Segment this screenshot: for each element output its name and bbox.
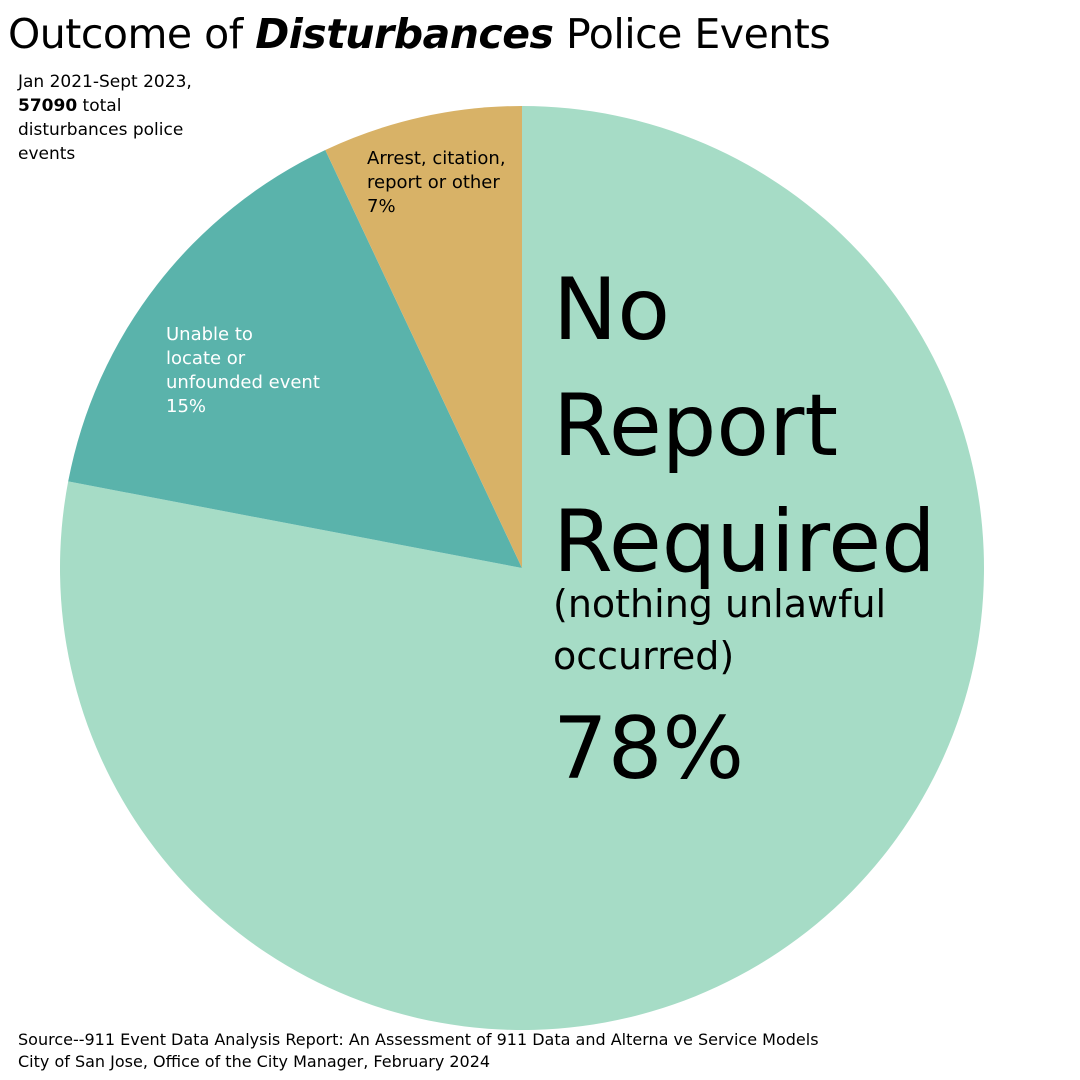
title-emphasis: Disturbances: [255, 10, 554, 58]
slice-1-label-line-3: Required: [553, 492, 936, 592]
slice-1-note-line-2: occurred): [553, 634, 734, 678]
source-line-1: Source--911 Event Data Analysis Report: …: [18, 1030, 819, 1049]
pie-slice-1: [59, 106, 984, 1030]
subtitle-total-suffix: total disturbances police events: [18, 96, 184, 164]
title-prefix: Outcome of: [8, 10, 256, 58]
slice-3-label-line-1: Arrest, citation,: [367, 148, 506, 169]
slice-3-percent-label: 7%: [367, 196, 396, 217]
slice-3-label-line-2: report or other: [367, 172, 500, 193]
slice-2-percent-label: 15%: [166, 396, 206, 417]
pie-slice-3: [325, 106, 522, 568]
chart-title: Outcome of Disturbances Police Events: [8, 8, 831, 60]
source-line-2: City of San Jose, Office of the City Man…: [18, 1052, 491, 1071]
slice-1-note-line-1: (nothing unlawful: [553, 582, 886, 626]
subtitle-total: 57090: [18, 96, 78, 116]
pie-slice-2: [68, 149, 523, 568]
slice-1-label-line-1: No: [553, 260, 670, 360]
chart-subtitle: Jan 2021-Sept 2023, 57090 total disturba…: [18, 70, 233, 166]
source-note: Source--911 Event Data Analysis Report: …: [18, 1029, 819, 1073]
slice-1-label-line-2: Report: [553, 376, 838, 476]
title-suffix: Police Events: [553, 10, 831, 58]
subtitle-period: Jan 2021-Sept 2023,: [18, 72, 192, 92]
slice-2-label-line-2: locate or: [166, 348, 246, 369]
slice-2-label-line-1: Unable to: [166, 324, 253, 345]
slice-1-percent-label: 78%: [553, 699, 744, 799]
slice-2-label-line-3: unfounded event: [166, 372, 320, 393]
